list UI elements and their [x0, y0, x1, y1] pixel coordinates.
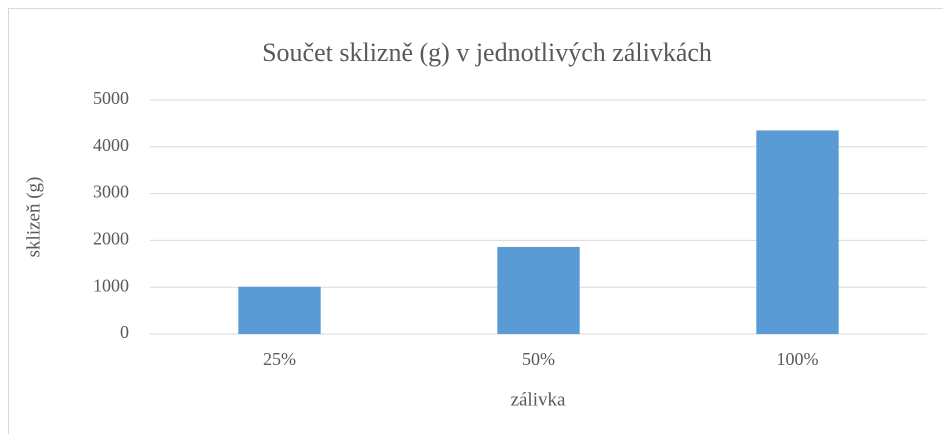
y-tick-label: 2000	[93, 229, 129, 249]
bar	[238, 286, 321, 334]
x-tick-label: 50%	[522, 349, 555, 369]
y-axis-title: sklizeň (g)	[23, 177, 44, 258]
x-axis-title: zálivka	[511, 389, 566, 410]
chart-title: Součet sklizně (g) v jednotlivých zálivk…	[262, 38, 712, 67]
x-tick-label: 25%	[263, 349, 296, 369]
bar	[756, 130, 839, 334]
x-tick-label: 100%	[777, 349, 819, 369]
y-tick-label: 1000	[93, 275, 129, 295]
y-tick-label: 3000	[93, 182, 129, 202]
bar	[497, 246, 580, 334]
y-tick-label: 0	[120, 322, 129, 342]
y-tick-label: 5000	[93, 88, 129, 108]
y-tick-label: 4000	[93, 135, 129, 155]
